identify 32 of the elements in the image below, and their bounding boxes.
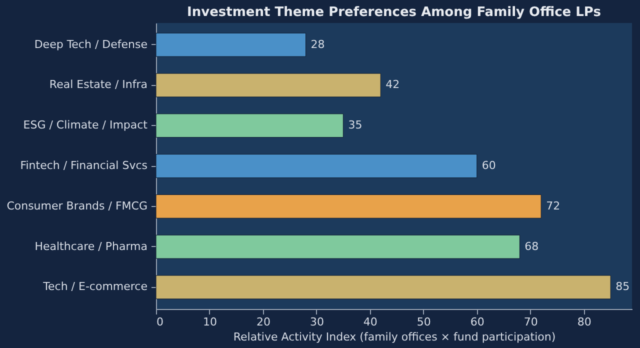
x-tick-label: 50 [416, 316, 431, 328]
x-tick-label: 20 [256, 316, 270, 328]
x-axis-title: Relative Activity Index (family offices × fund participation) [233, 330, 556, 344]
bar [156, 73, 381, 98]
bar [156, 114, 344, 138]
bar [156, 154, 478, 178]
bar [156, 234, 520, 259]
y-tick-label: ESG / Climate / Impact [23, 118, 148, 132]
data-label: 60 [482, 159, 496, 172]
bar [156, 275, 611, 300]
data-label: 85 [616, 280, 630, 294]
data-label: 68 [524, 240, 539, 253]
x-tick-label: 80 [577, 316, 592, 328]
x-tick-label: 10 [202, 316, 217, 328]
y-tick-label: Consumer Brands / FMCG [6, 199, 148, 212]
data-label: 42 [386, 78, 400, 92]
bar [156, 32, 306, 57]
y-tick-label: Real Estate / Infra [49, 78, 148, 92]
y-tick-label: Healthcare / Pharma [34, 240, 148, 253]
x-tick-label: 60 [470, 316, 484, 328]
y-tick-label: Tech / E-commerce [42, 280, 148, 294]
y-tick-label: Deep Tech / Defense [34, 38, 148, 51]
data-label: 72 [546, 199, 560, 212]
data-label: 28 [310, 38, 325, 51]
x-tick-label: 30 [310, 316, 324, 328]
chart-title: Investment Theme Preferences Among Family Office LPs [187, 5, 602, 20]
bar [156, 194, 542, 218]
data-label: 35 [348, 118, 362, 132]
x-tick-label: 40 [363, 316, 378, 328]
x-tick-label: 70 [524, 316, 538, 328]
y-tick-label: Fintech / Financial Svcs [20, 159, 148, 172]
x-tick-label: 0 [156, 316, 164, 328]
